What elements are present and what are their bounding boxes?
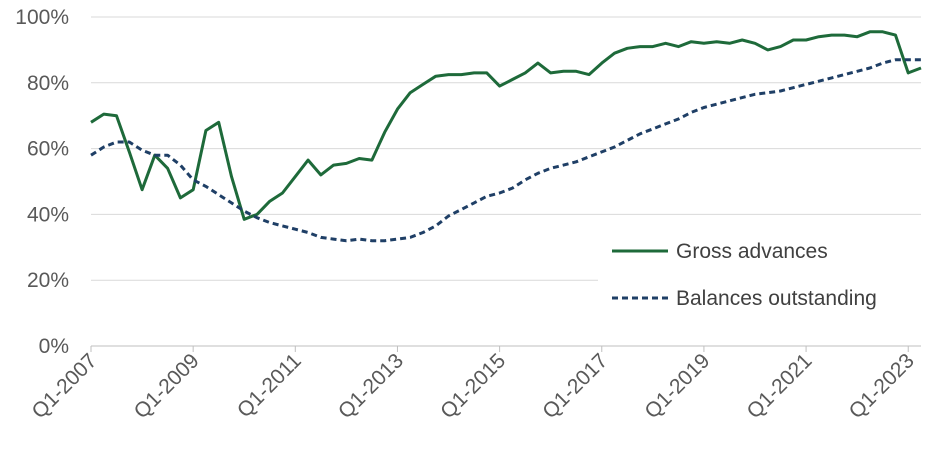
x-axis-ticks: Q1-2007 Q1-2009 Q1-2011 Q1-2013 Q1-2015 Q1-20…	[27, 346, 919, 423]
series-line-balances-outstanding	[90, 58, 921, 243]
y-tick-label: 60%	[27, 138, 69, 161]
y-axis-ticks: 0% 20% 40% 60% 80% 100%	[15, 6, 69, 358]
x-tick-label: Q1-2023	[845, 349, 919, 423]
legend: Gross advances Balances outstanding	[598, 222, 924, 322]
legend-label-balances-outstanding: Balances outstanding	[676, 287, 877, 310]
y-tick-label: 0%	[39, 335, 69, 358]
y-tick-label: 80%	[27, 72, 69, 95]
x-tick-label: Q1-2017	[538, 349, 612, 423]
y-tick-label: 40%	[27, 203, 69, 226]
x-tick-label: Q1-2019	[640, 349, 714, 423]
y-tick-label: 20%	[27, 269, 69, 292]
series-lines	[90, 30, 922, 243]
x-tick-label: Q1-2021	[743, 349, 817, 423]
legend-box	[598, 222, 924, 322]
series-line-gross-advances	[90, 30, 922, 221]
x-tick-label: Q1-2007	[27, 349, 101, 423]
x-tick-label: Q1-2015	[436, 349, 510, 423]
x-tick-label: Q1-2013	[334, 349, 408, 423]
x-tick-label: Q1-2009	[130, 349, 204, 423]
legend-label-gross-advances: Gross advances	[676, 240, 828, 263]
y-tick-label: 100%	[15, 6, 69, 29]
x-tick-label: Q1-2011	[233, 349, 306, 422]
